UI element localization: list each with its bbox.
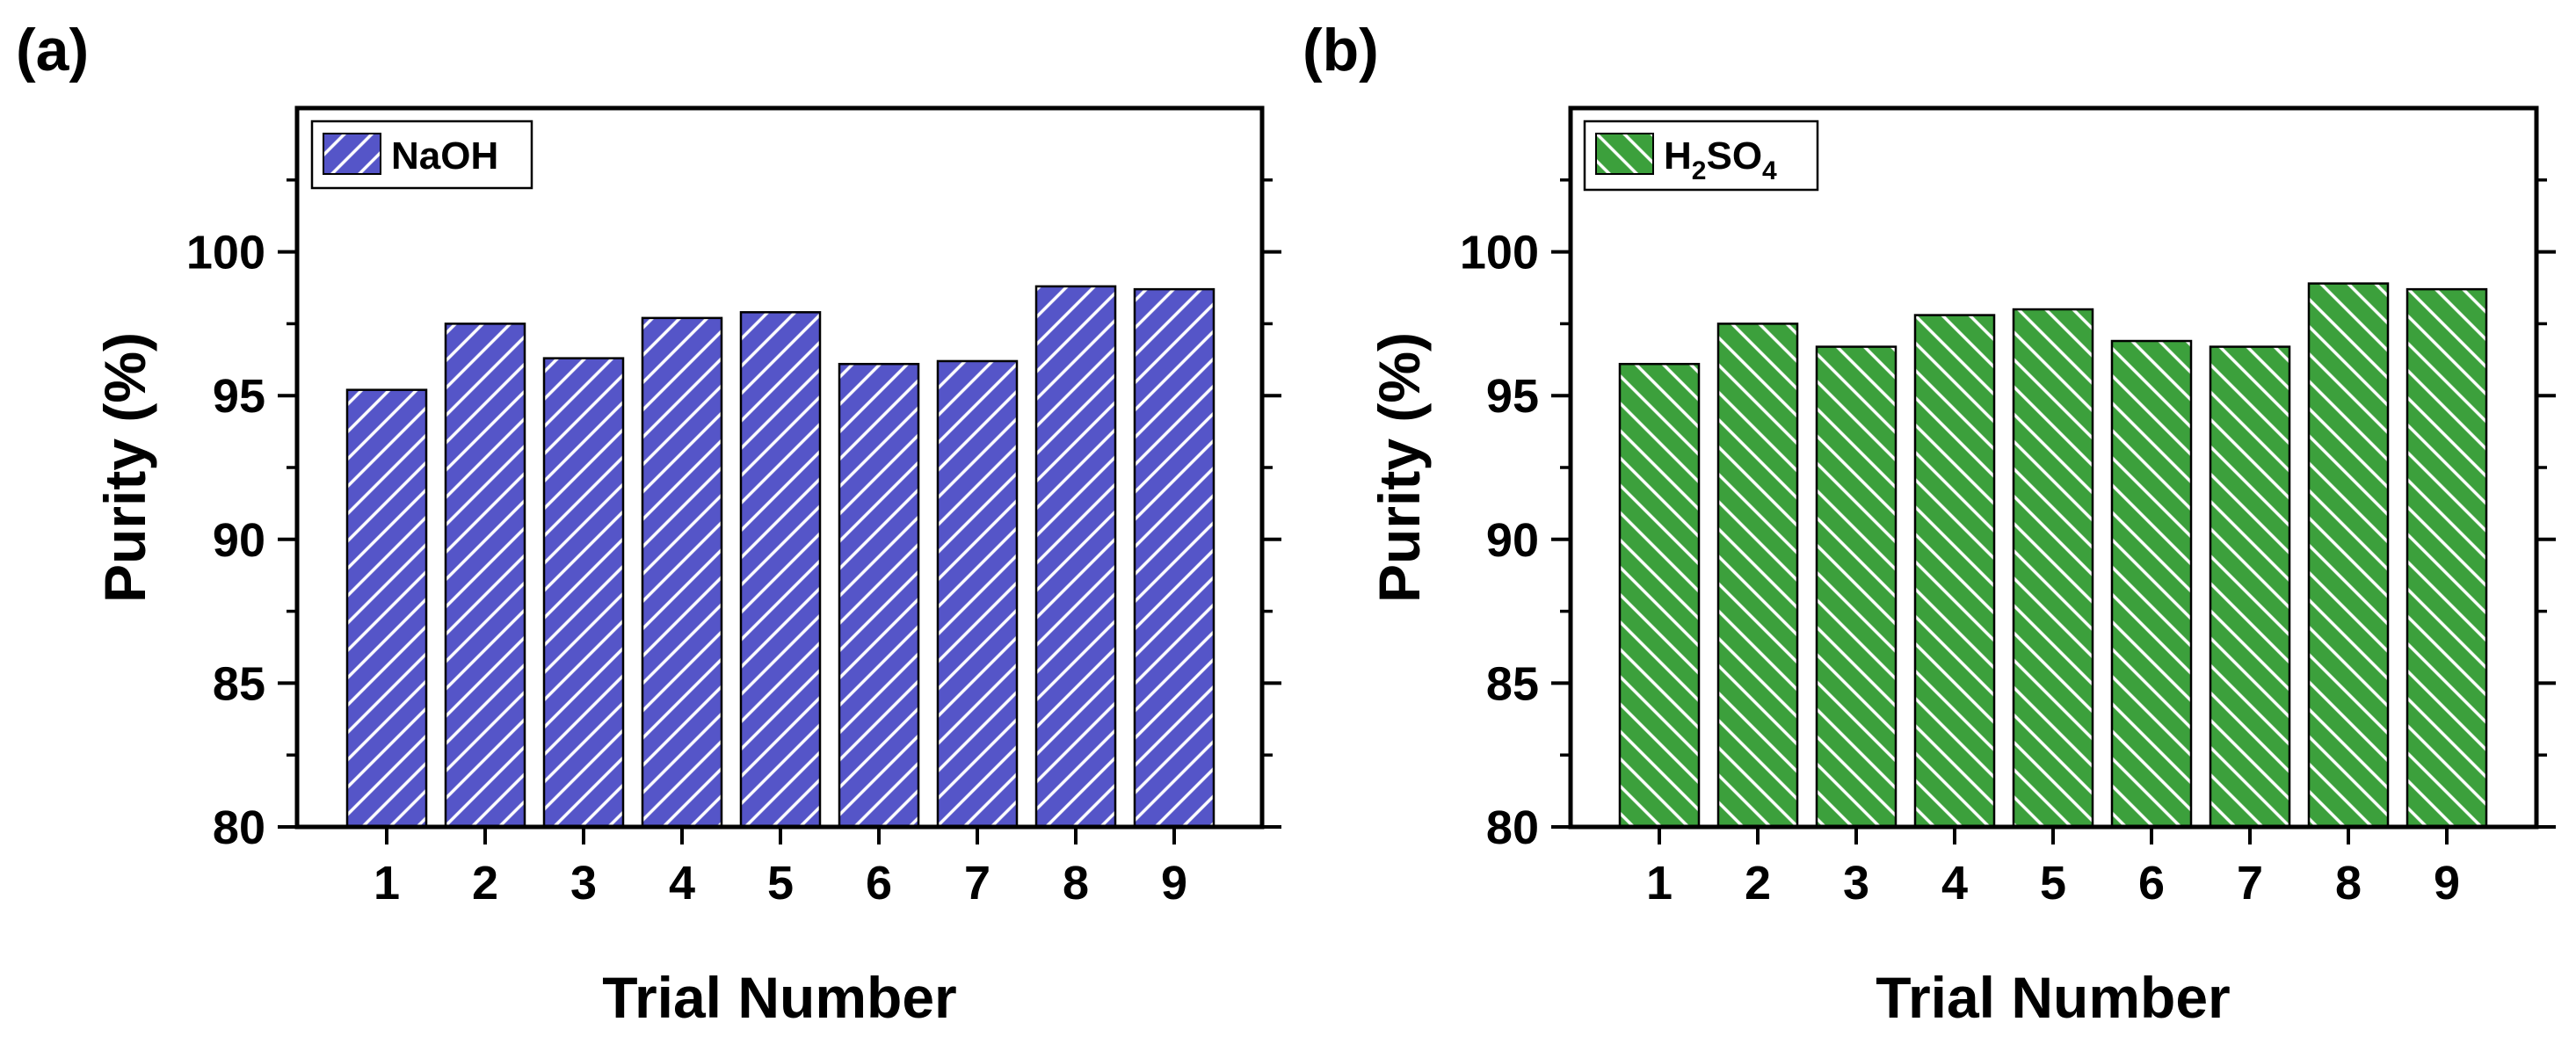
bars-b	[1618, 282, 2488, 829]
y-ticks-b: 80 85 90 95 100	[1460, 178, 2556, 854]
x-tick-label-b-7: 7	[2237, 857, 2263, 910]
y-tick-label-b-90: 90	[1486, 514, 1539, 567]
x-tick-label-a-8: 8	[1063, 857, 1089, 910]
x-tick-label-b-4: 4	[1941, 857, 1968, 910]
legend-b: H2SO4	[1583, 120, 1819, 192]
y-tick-label-b-95: 95	[1486, 370, 1539, 423]
x-tick-label-a-9: 9	[1161, 857, 1187, 910]
bar-b-9	[2405, 287, 2488, 829]
x-axis-title-b: Trial Number	[1876, 965, 2230, 1030]
bar-a-9	[1133, 287, 1215, 829]
chart-panel-b: (b) 80 85 90 95 100 1 2 3 4 5 6 7 8 9 Purity (%) Tri…	[1303, 17, 2556, 1030]
y-tick-label-a-90: 90	[213, 514, 265, 567]
y-tick-label-b-80: 80	[1486, 801, 1539, 854]
y-tick-label-a-80: 80	[213, 801, 265, 854]
panel-label-b: (b)	[1303, 17, 1379, 83]
x-tick-label-b-8: 8	[2335, 857, 2362, 910]
bar-a-4	[641, 316, 723, 829]
bar-a-6	[838, 362, 920, 829]
x-tick-label-a-3: 3	[570, 857, 597, 910]
x-tick-label-a-1: 1	[374, 857, 400, 910]
x-tick-label-b-1: 1	[1646, 857, 1673, 910]
x-ticks-a: 1 2 3 4 5 6 7 8 9	[374, 827, 1187, 910]
legend-label-b: H2SO4	[1664, 134, 1777, 185]
y-tick-label-a-100: 100	[186, 227, 265, 279]
y-ticks-a: 80 85 90 95 100	[186, 178, 1281, 854]
x-tick-label-b-6: 6	[2138, 857, 2165, 910]
legend-swatch-b	[1595, 133, 1654, 175]
y-tick-label-b-100: 100	[1460, 227, 1539, 279]
x-axis-title-a: Trial Number	[602, 965, 956, 1030]
bar-b-8	[2307, 282, 2390, 829]
legend-a: NaOH	[310, 120, 533, 190]
bar-a-8	[1034, 285, 1117, 829]
bar-a-1	[345, 388, 428, 829]
x-tick-label-b-2: 2	[1745, 857, 1771, 910]
x-tick-label-a-4: 4	[669, 857, 695, 910]
x-tick-label-a-7: 7	[964, 857, 990, 910]
x-tick-label-a-2: 2	[472, 857, 498, 910]
bar-a-2	[444, 323, 526, 829]
legend-swatch-a	[323, 133, 381, 175]
x-tick-label-a-5: 5	[767, 857, 794, 910]
bars-a	[345, 285, 1215, 829]
y-axis-title-b: Purity (%)	[1367, 332, 1432, 603]
y-axis-title-a: Purity (%)	[92, 332, 157, 603]
chart-panel-a: (a) 80 85 90 95 100 1 2 3 4 5 6 7 8 9 Purity (%) Tri…	[16, 17, 1281, 1030]
bar-b-3	[1815, 345, 1898, 829]
y-tick-label-a-95: 95	[213, 370, 265, 423]
bar-b-4	[1913, 314, 1996, 829]
legend-label-a: NaOH	[391, 134, 498, 178]
bar-a-7	[936, 359, 1019, 829]
bar-b-1	[1618, 362, 1701, 829]
x-ticks-b: 1 2 3 4 5 6 7 8 9	[1646, 827, 2460, 910]
bar-b-7	[2209, 345, 2291, 829]
x-tick-label-a-6: 6	[866, 857, 892, 910]
bar-a-5	[739, 311, 822, 829]
x-tick-label-b-5: 5	[2040, 857, 2066, 910]
bar-b-6	[2110, 339, 2193, 829]
y-tick-label-b-85: 85	[1486, 657, 1539, 710]
x-tick-label-b-9: 9	[2434, 857, 2460, 910]
panel-label-a: (a)	[16, 17, 89, 83]
x-tick-label-b-3: 3	[1843, 857, 1869, 910]
y-tick-label-a-85: 85	[213, 657, 265, 710]
bar-b-2	[1716, 323, 1799, 829]
bar-a-3	[542, 357, 625, 829]
bar-b-5	[2012, 308, 2094, 829]
